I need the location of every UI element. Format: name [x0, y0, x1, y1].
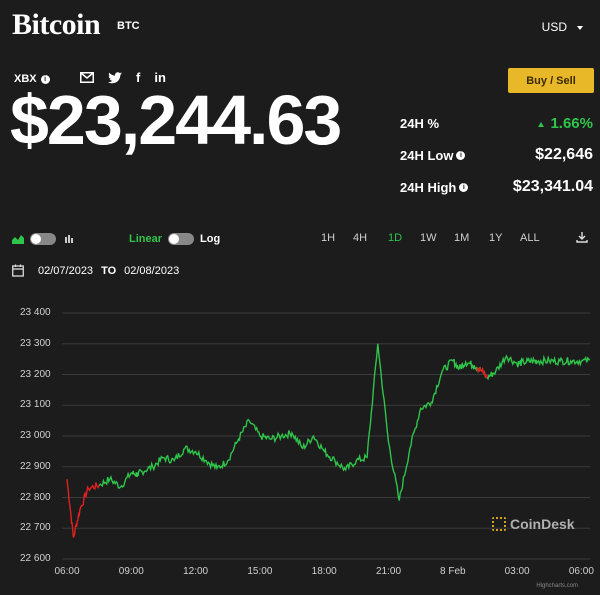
exchange-name: XBX — [14, 73, 37, 85]
info-icon[interactable]: i — [456, 151, 466, 160]
date-to-label: TO — [101, 264, 117, 277]
stat-value-24h-low: $22,646 — [535, 146, 593, 163]
y-tick-label: 22 800 — [20, 491, 51, 503]
mail-icon[interactable] — [80, 72, 94, 83]
stat-value-24h-change: 1.66% — [538, 115, 593, 132]
info-icon[interactable]: i — [40, 74, 50, 84]
y-tick-label: 23 000 — [20, 430, 51, 441]
y-tick-label: 23 400 — [20, 307, 51, 318]
page-title: Bitcoin — [12, 8, 101, 41]
download-icon[interactable] — [576, 231, 588, 243]
ticker-symbol: BTC — [117, 20, 140, 32]
exchange-label: XBX i — [14, 73, 50, 85]
current-price: $23,244.63 — [10, 81, 342, 159]
candlestick-chart-icon[interactable] — [64, 234, 74, 244]
y-tick-label: 23 200 — [20, 368, 51, 380]
y-tick-label: 23 100 — [20, 399, 51, 411]
timeframe-1w[interactable]: 1W — [420, 232, 437, 244]
info-icon[interactable]: i — [459, 183, 469, 192]
timeframe-1m[interactable]: 1M — [454, 232, 470, 244]
series-line-down — [66, 479, 100, 538]
chart-credit[interactable]: Highcharts.com — [536, 583, 578, 589]
social-share-bar: f in — [80, 70, 166, 85]
currency-value: USD — [541, 20, 567, 34]
scale-controls: Linear Log — [129, 232, 220, 246]
linear-scale-label[interactable]: Linear — [129, 233, 163, 245]
calendar-icon[interactable] — [12, 264, 24, 277]
chart-type-toggle[interactable] — [30, 233, 56, 245]
stat-value-24h-high: $23,341.04 — [512, 178, 593, 195]
date-range: 02/07/2023 TO 02/08/2023 — [12, 264, 179, 277]
chart-series — [66, 343, 591, 538]
x-tick-label: 09:00 — [118, 566, 144, 577]
series-line-down — [476, 366, 488, 379]
scale-toggle[interactable] — [168, 233, 195, 245]
chart-type-controls — [12, 232, 74, 246]
series-line-up — [98, 343, 591, 501]
stat-label-24h-change: 24H % — [400, 116, 440, 131]
timeframe-all[interactable]: ALL — [520, 232, 540, 244]
timeframe-1y[interactable]: 1Y — [489, 232, 503, 244]
coindesk-logo-icon — [492, 517, 506, 531]
timeframe-1d[interactable]: 1D — [388, 232, 403, 244]
twitter-icon[interactable] — [108, 71, 122, 84]
x-tick-label: 21:00 — [375, 566, 402, 577]
coindesk-watermark: CoinDesk — [492, 516, 575, 532]
arrow-up-icon — [538, 121, 545, 127]
x-tick-label: 15:00 — [247, 566, 273, 577]
timeframe-1h[interactable]: 1H — [321, 232, 336, 244]
area-chart-icon[interactable] — [12, 234, 24, 244]
y-tick-label: 22 600 — [20, 553, 51, 564]
x-tick-label: 18:00 — [311, 566, 337, 577]
y-tick-label: 22 700 — [20, 522, 51, 534]
y-tick-label: 22 900 — [20, 460, 51, 472]
date-to[interactable]: 02/08/2023 — [124, 264, 180, 277]
facebook-icon[interactable]: f — [136, 70, 141, 85]
x-tick-label: 06:00 — [568, 566, 594, 577]
linkedin-icon[interactable]: in — [154, 70, 166, 85]
currency-select[interactable]: USD — [542, 20, 583, 34]
stat-label-24h-low: 24H Low i — [400, 148, 466, 163]
buy-sell-button[interactable]: Buy / Sell — [508, 68, 594, 93]
x-tick-label: 03:00 — [504, 566, 530, 577]
timeframe-4h[interactable]: 4H — [353, 232, 368, 244]
x-tick-label: 12:00 — [183, 566, 209, 577]
stat-label-24h-high: 24H High i — [400, 180, 469, 195]
x-tick-label: 06:00 — [54, 566, 80, 577]
chart-gridlines — [62, 312, 590, 560]
y-tick-label: 23 300 — [20, 337, 51, 349]
log-scale-label[interactable]: Log — [200, 233, 221, 245]
chevron-down-icon — [577, 26, 583, 30]
date-from[interactable]: 02/07/2023 — [38, 264, 94, 277]
x-tick-label: 8 Feb — [440, 566, 466, 577]
